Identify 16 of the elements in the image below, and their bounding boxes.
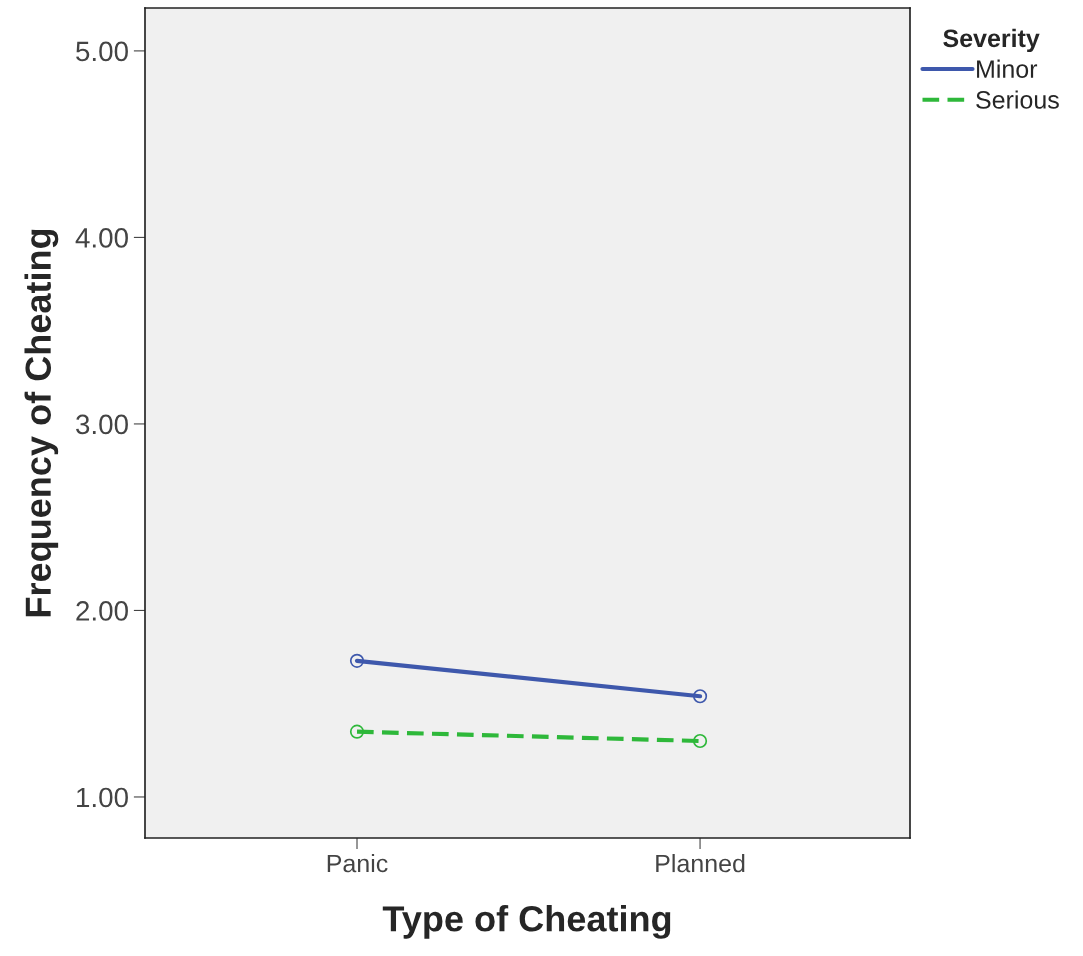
point [349, 653, 365, 668]
y-tick-label: 3.00 [76, 414, 128, 435]
legend-label: Minor [977, 59, 1038, 78]
x-tick-label: Panic [327, 853, 388, 873]
point [349, 724, 365, 739]
x-tick-label: Planned [656, 853, 745, 873]
y-tick-label: 1.00 [77, 787, 128, 808]
y-tick-label: 4.00 [75, 228, 128, 248]
point [692, 733, 708, 749]
legend-label: Serious [976, 90, 1059, 109]
y-tick-label: 2.00 [76, 601, 128, 621]
y-axis-title: Frequency of Cheating [24, 229, 59, 617]
x-axis-title: Type of Cheating [382, 905, 671, 939]
y-tick-label: 5.00 [76, 41, 128, 62]
point [692, 689, 708, 704]
legend-title: Severity [943, 28, 1040, 53]
